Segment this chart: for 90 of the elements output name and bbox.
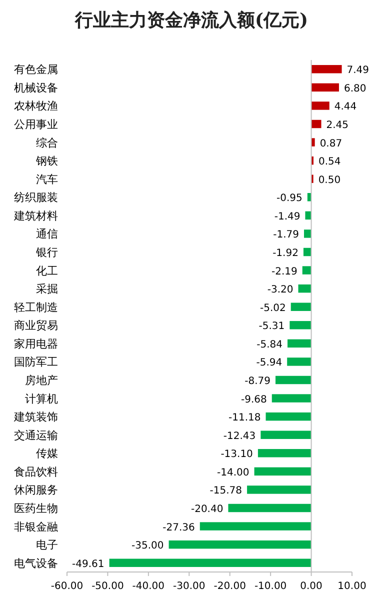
y-tick-label: 电气设备 xyxy=(14,556,58,570)
data-label: -2.19 xyxy=(271,266,298,278)
bar xyxy=(311,120,322,128)
y-tick-label: 建筑装饰 xyxy=(13,410,58,424)
bar xyxy=(266,412,312,421)
bar xyxy=(288,339,312,348)
data-label: -5.02 xyxy=(260,302,286,314)
data-label: 0.87 xyxy=(320,138,342,150)
bar xyxy=(290,321,312,330)
data-label: -8.79 xyxy=(244,376,270,387)
data-label: -15.78 xyxy=(210,486,242,497)
chart-title: 行业主力资金净流入额(亿元) xyxy=(74,10,308,31)
y-tick-label: 休闲服务 xyxy=(14,484,58,497)
data-label: -0.95 xyxy=(276,193,302,204)
data-label: -14.00 xyxy=(217,467,250,478)
x-tick-label: -20.00 xyxy=(214,581,246,592)
bar xyxy=(247,486,312,494)
x-tick-label: 10.00 xyxy=(338,581,366,592)
y-tick-label: 房地产 xyxy=(25,374,58,387)
y-tick-label: 建筑材料 xyxy=(13,209,58,222)
x-tick-label: -60.00 xyxy=(50,581,84,592)
data-label: -27.36 xyxy=(162,522,195,534)
y-tick-label: 有色金属 xyxy=(14,63,58,76)
bar xyxy=(260,430,312,439)
bar xyxy=(228,504,312,512)
bar xyxy=(302,266,312,274)
y-tick-label: 传媒 xyxy=(36,447,58,460)
y-tick-label: 机械设备 xyxy=(14,81,58,94)
bar xyxy=(304,230,312,238)
data-label: -5.84 xyxy=(256,339,283,350)
y-tick-label: 综合 xyxy=(36,136,58,150)
y-tick-label: 电子 xyxy=(36,538,58,552)
data-label: 2.45 xyxy=(326,120,349,131)
bar xyxy=(305,211,312,220)
data-label: -35.00 xyxy=(132,540,164,552)
bar xyxy=(272,394,312,402)
x-tick-label: 0.00 xyxy=(300,581,322,592)
bar xyxy=(298,284,312,293)
data-label: -5.94 xyxy=(256,358,282,369)
bar xyxy=(303,248,312,256)
x-tick-label: -10.00 xyxy=(254,581,287,592)
y-tick-label: 通信 xyxy=(36,228,58,241)
data-label: -11.18 xyxy=(228,412,261,424)
y-tick-label: 银行 xyxy=(35,246,58,259)
data-label: -49.61 xyxy=(72,558,104,570)
data-label: -13.10 xyxy=(220,449,253,460)
data-label: 4.44 xyxy=(334,102,357,113)
y-tick-label: 农林牧渔 xyxy=(14,100,58,113)
x-tick-label: -50.00 xyxy=(92,581,124,592)
y-tick-label: 家用电器 xyxy=(14,337,58,350)
data-label: -3.20 xyxy=(267,284,294,296)
bar xyxy=(168,540,312,549)
y-tick-label: 汽车 xyxy=(36,172,58,186)
data-label: 7.49 xyxy=(346,65,370,76)
bar xyxy=(109,558,312,567)
y-tick-label: 轻工制造 xyxy=(14,300,58,314)
x-tick-label: -30.00 xyxy=(173,581,206,592)
y-tick-label: 计算机 xyxy=(25,392,58,406)
data-label: -1.49 xyxy=(274,211,300,222)
bar xyxy=(254,467,312,476)
bar xyxy=(290,302,312,311)
bar xyxy=(311,102,330,110)
data-label: -9.68 xyxy=(241,394,267,406)
y-tick-label: 采掘 xyxy=(36,282,58,296)
bar xyxy=(307,193,312,202)
bar xyxy=(258,449,312,458)
data-label: 0.50 xyxy=(318,174,341,186)
bar xyxy=(200,522,312,530)
y-tick-label: 商业贸易 xyxy=(14,319,58,332)
y-tick-label: 交通运输 xyxy=(14,428,58,442)
y-tick-label: 公用事业 xyxy=(14,118,58,131)
data-label: -1.92 xyxy=(272,248,298,259)
bar xyxy=(276,376,312,384)
bar xyxy=(311,83,339,92)
y-tick-label: 国防军工 xyxy=(14,356,58,369)
data-label: 6.80 xyxy=(344,83,366,94)
data-label: -12.43 xyxy=(223,430,256,442)
bar xyxy=(311,65,342,74)
data-label: 0.54 xyxy=(318,156,341,168)
y-tick-label: 食品饮料 xyxy=(14,465,58,478)
bar xyxy=(287,358,312,366)
y-tick-label: 非银金融 xyxy=(14,520,58,534)
y-tick-label: 钢铁 xyxy=(35,154,58,168)
data-label: -1.79 xyxy=(273,230,299,241)
y-tick-label: 医药生物 xyxy=(14,502,58,515)
data-label: -20.40 xyxy=(190,504,224,515)
y-tick-label: 纺织服装 xyxy=(14,191,58,204)
y-tick-label: 化工 xyxy=(36,264,58,278)
data-label: -5.31 xyxy=(258,321,285,332)
x-tick-label: -40.00 xyxy=(132,581,165,592)
